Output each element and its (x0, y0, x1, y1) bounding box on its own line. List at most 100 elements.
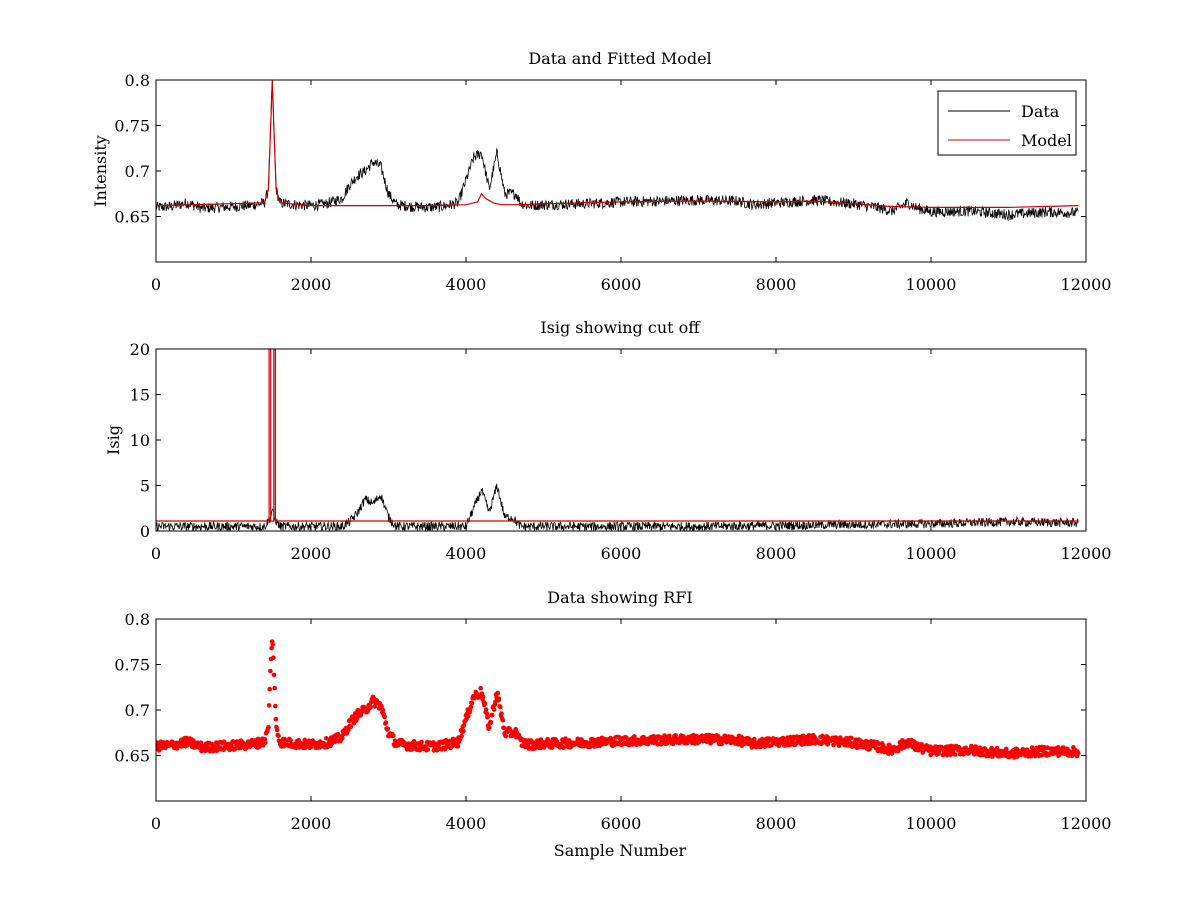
data-point (348, 724, 354, 729)
x-tick-label: 8000 (756, 814, 797, 833)
data-point (928, 752, 933, 758)
series-line (156, 349, 1079, 522)
data-point (751, 736, 757, 742)
y-tick-label: 0.65 (114, 747, 150, 766)
data-point (452, 737, 458, 742)
data-point (1039, 753, 1044, 758)
legend: Data Model (937, 90, 1077, 156)
y-tick-label: 0.75 (114, 656, 150, 675)
data-point (1004, 746, 1009, 752)
data-point (385, 726, 391, 732)
data-point (425, 747, 431, 752)
legend-label-data: Data (1021, 102, 1060, 121)
panel-rfi-title: Data showing RFI (547, 588, 692, 607)
data-point (483, 707, 489, 712)
x-tick-label: 6000 (601, 814, 642, 833)
data-point (719, 741, 724, 747)
data-point (288, 737, 293, 743)
x-tick-label: 4000 (446, 275, 487, 294)
series-model (156, 80, 1079, 208)
data-point (461, 728, 466, 734)
data-point (270, 642, 276, 647)
data-point (491, 707, 497, 712)
data-point (268, 668, 273, 674)
panel-rfi-xlabel: Sample Number (554, 841, 687, 860)
data-point (269, 645, 274, 651)
series-line (156, 81, 1079, 222)
y-tick-label: 0.7 (125, 162, 150, 181)
series-line (156, 483, 1079, 531)
data-point (980, 752, 986, 758)
data-point (266, 703, 272, 708)
data-point (563, 736, 568, 741)
data-point (478, 685, 483, 691)
x-tick-label: 8000 (756, 544, 797, 563)
y-tick-label: 0.65 (114, 208, 150, 227)
data-point (346, 727, 351, 733)
x-tick-label: 2000 (291, 275, 332, 294)
data-point (485, 715, 490, 720)
data-point (490, 712, 495, 718)
series-data (156, 81, 1079, 222)
data-point (469, 700, 475, 706)
data-point (865, 739, 870, 745)
data-point (940, 752, 946, 758)
data-point (503, 733, 509, 739)
x-tick-label: 10000 (906, 544, 957, 563)
y-tick-label: 20 (130, 340, 150, 359)
data-point (266, 725, 271, 730)
y-tick-label: 0.7 (125, 701, 150, 720)
x-tick-label: 2000 (291, 814, 332, 833)
panel-isig-ylabel: Isig (104, 425, 123, 455)
data-point (382, 714, 388, 720)
data-point (500, 717, 506, 723)
data-point (496, 696, 502, 702)
x-tick-label: 0 (151, 275, 161, 294)
panel-rfi: Data showing RFI Sample Number 0 2000 4000… (114, 588, 1111, 860)
x-tick-label: 10000 (906, 275, 957, 294)
x-tick-label: 2000 (291, 544, 332, 563)
legend-label-model: Model (1021, 131, 1072, 150)
y-tick-label: 15 (130, 386, 150, 405)
data-point (263, 740, 268, 745)
data-point (561, 745, 566, 750)
panel-intensity-ylabel: Intensity (91, 135, 110, 207)
data-point (229, 743, 234, 749)
data-point (380, 707, 386, 713)
data-point (977, 745, 983, 751)
panel-isig-title: Isig showing cut off (540, 318, 701, 337)
data-point (953, 752, 958, 757)
panel-intensity-plot: 0 2000 4000 6000 8000 10000 12000 0.65 0.7 0.75 0.… (114, 71, 1111, 294)
data-point (455, 743, 461, 749)
x-tick-label: 10000 (906, 814, 957, 833)
data-point (632, 734, 637, 739)
y-tick-label: 5 (140, 477, 150, 496)
x-tick-label: 0 (151, 544, 161, 563)
data-point (498, 704, 503, 710)
panel-isig-plot: 0 2000 4000 6000 8000 10000 12000 0 5 10 15 20 (130, 340, 1112, 563)
data-point (495, 690, 501, 696)
x-tick-label: 4000 (446, 544, 487, 563)
data-point (849, 735, 854, 741)
data-point (391, 733, 396, 738)
data-point (379, 704, 384, 709)
data-point (860, 745, 866, 750)
series-line (156, 80, 1079, 208)
data-point (525, 742, 531, 748)
panel-intensity-title: Data and Fitted Model (528, 49, 711, 68)
x-tick-label: 4000 (446, 814, 487, 833)
data-point (989, 745, 994, 751)
data-point (488, 720, 494, 725)
data-point (608, 736, 614, 741)
data-point (461, 722, 467, 728)
data-point (272, 685, 278, 691)
y-tick-label: 0.8 (125, 610, 150, 629)
x-tick-label: 12000 (1061, 814, 1112, 833)
data-point (368, 704, 373, 710)
data-point (419, 739, 424, 745)
y-tick-label: 0.75 (114, 117, 150, 136)
data-point (227, 747, 233, 753)
data-point (480, 694, 486, 699)
series-cut-off (156, 349, 1079, 522)
